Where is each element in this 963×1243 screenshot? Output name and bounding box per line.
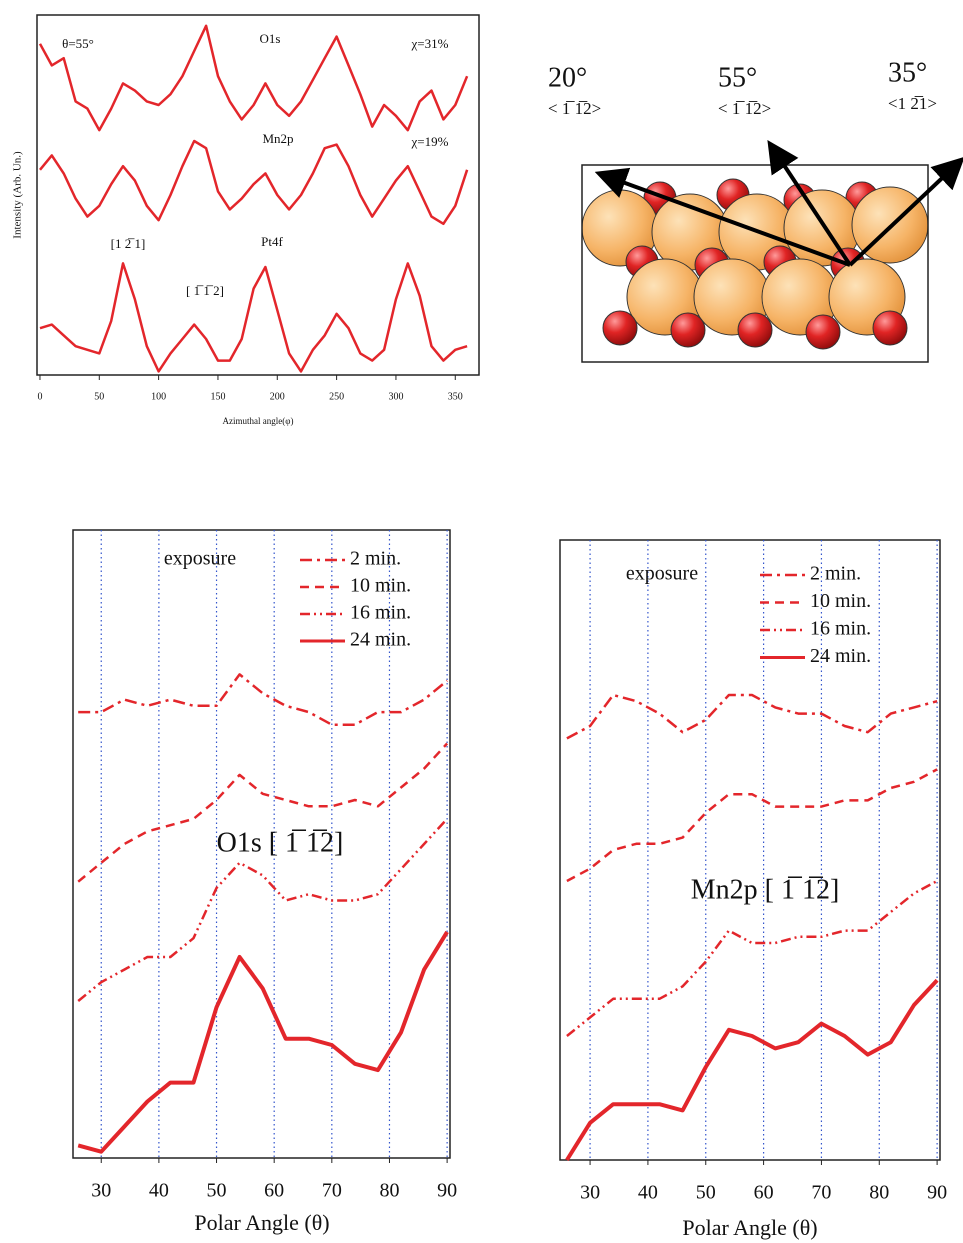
x-tick-label: 80 xyxy=(869,1182,889,1204)
x-tick-label: 80 xyxy=(379,1180,399,1202)
annotation: Mn2p [ 1̅ 1̅2] xyxy=(691,874,840,905)
x-tick-label: 350 xyxy=(448,391,463,402)
data-line xyxy=(78,744,447,882)
legend-label: 16 min. xyxy=(350,602,411,624)
legend-label: 10 min. xyxy=(810,590,871,612)
x-tick-label: 30 xyxy=(91,1180,111,1202)
legend-label: 2 min. xyxy=(350,548,401,570)
x-tick-label: 50 xyxy=(207,1180,227,1202)
x-tick-label: 70 xyxy=(322,1180,342,1202)
data-line xyxy=(567,980,937,1160)
figure: 20° < 1̅ 1̅2> 55° < 1̅ 1̅2> 35° <1 2̅1> … xyxy=(0,0,963,1243)
annotation: [1 2̅ 1] xyxy=(111,236,146,251)
legend-label: 16 min. xyxy=(810,618,871,640)
x-tick-label: 90 xyxy=(927,1182,947,1204)
annotation: O1s [ 1̅ 1̅2] xyxy=(217,827,344,858)
direction-label: < 1̅ 1̅2> xyxy=(548,99,601,118)
x-tick-label: 30 xyxy=(580,1182,600,1204)
legend-title: exposure xyxy=(626,563,698,585)
x-axis-label: Polar Angle (θ) xyxy=(682,1215,817,1240)
angle-label: 20° xyxy=(548,62,587,93)
x-tick-label: 60 xyxy=(264,1180,284,1202)
direction-label: < 1̅ 1̅2> xyxy=(718,99,771,118)
x-tick-label: 60 xyxy=(754,1182,774,1204)
series-label: O1s xyxy=(260,31,281,46)
x-tick-label: 70 xyxy=(811,1182,831,1204)
annotation: θ=55° xyxy=(62,36,94,51)
x-tick-label: 40 xyxy=(149,1180,169,1202)
plot-frame xyxy=(560,540,940,1160)
x-tick-label: 40 xyxy=(638,1182,658,1204)
data-line xyxy=(78,674,447,724)
x-tick-label: 250 xyxy=(329,391,344,402)
data-line xyxy=(40,263,467,371)
angle-label: 55° xyxy=(718,62,757,93)
annotation: [ 1̅ 1̅ 2] xyxy=(186,283,224,298)
x-tick-label: 100 xyxy=(151,391,166,402)
x-tick-label: 50 xyxy=(94,391,104,402)
data-line xyxy=(40,141,467,224)
annotation: χ=19% xyxy=(411,134,449,149)
x-axis-label: Polar Angle (θ) xyxy=(194,1210,329,1235)
angle-label: 35° xyxy=(888,57,927,88)
annotation: χ=31% xyxy=(411,36,449,51)
legend-label: 10 min. xyxy=(350,575,411,597)
data-line xyxy=(40,26,467,130)
plot-frame xyxy=(37,15,479,375)
series-label: Pt4f xyxy=(261,234,283,249)
legend-title: exposure xyxy=(164,548,236,570)
x-tick-label: 150 xyxy=(210,391,225,402)
legend-label: 2 min. xyxy=(810,563,861,585)
x-tick-label: 0 xyxy=(37,391,42,402)
legend-label: 24 min. xyxy=(350,629,411,651)
x-axis-label: Azimuthal angle(φ) xyxy=(223,416,294,426)
data-line xyxy=(567,695,937,738)
legend-label: 24 min. xyxy=(810,645,871,667)
series-label: Mn2p xyxy=(262,131,293,146)
data-line xyxy=(567,769,937,881)
x-tick-label: 90 xyxy=(437,1180,457,1202)
x-tick-label: 50 xyxy=(696,1182,716,1204)
page: 20° < 1̅ 1̅2> 55° < 1̅ 1̅2> 35° <1 2̅1> … xyxy=(0,0,963,1243)
x-tick-label: 300 xyxy=(388,391,403,402)
y-axis-label: Intensity (Arb. Un.) xyxy=(12,151,24,239)
x-tick-label: 200 xyxy=(270,391,285,402)
direction-label: <1 2̅1> xyxy=(888,94,937,113)
crystal-diagram xyxy=(582,150,956,362)
